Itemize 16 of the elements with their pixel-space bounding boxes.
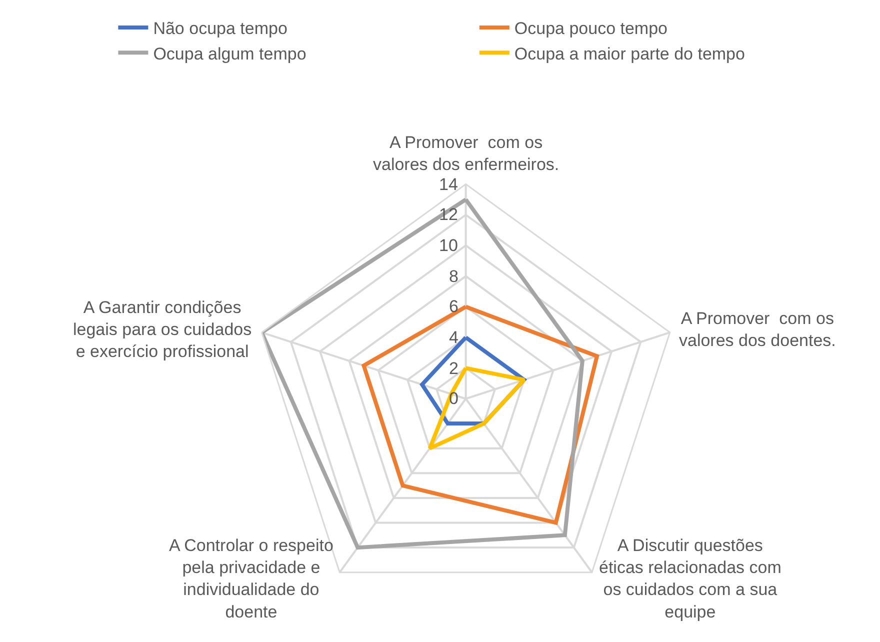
spoke-label: A Garantir condições legais para os cuidados e exercício profissional xyxy=(73,298,252,362)
y-tick-label: 14 xyxy=(439,175,458,194)
y-tick-label: 12 xyxy=(439,205,458,224)
spoke-label: A Discutir questões éticas relacionadas com os cuidados com a sua equipe xyxy=(599,536,782,622)
y-tick-label: 10 xyxy=(439,236,458,255)
spoke-label: A Promover com os valores dos doentes. xyxy=(679,309,836,350)
y-tick-label: 6 xyxy=(449,297,458,316)
y-tick-label: 8 xyxy=(449,267,458,286)
spoke-label: A Controlar o respeito pela privacidade e individualidade do doente xyxy=(169,536,334,622)
spoke-label: A Promover com os valores dos enfermeiros. xyxy=(373,133,560,174)
legend-label: Não ocupa tempo xyxy=(153,19,288,38)
legend-label: Ocupa pouco tempo xyxy=(514,19,668,38)
y-tick-label: 2 xyxy=(449,359,458,378)
legend-label: Ocupa algum tempo xyxy=(153,44,306,64)
y-tick-label: 4 xyxy=(449,328,458,347)
legend-label: Ocupa a maior parte do tempo xyxy=(514,44,745,64)
